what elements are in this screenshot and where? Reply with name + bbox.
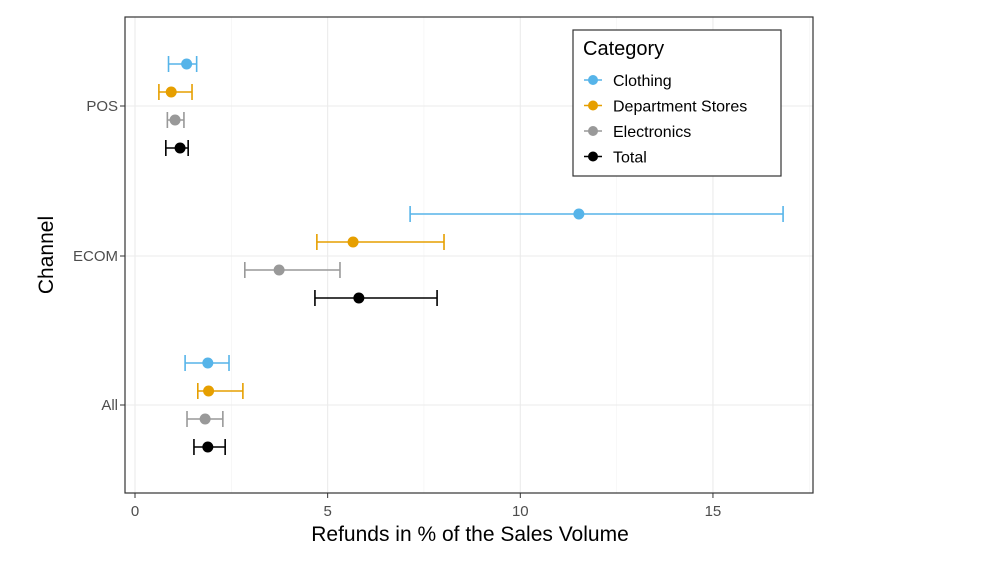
x-tick-label: 5 [323,503,331,520]
x-axis-label: Refunds in % of the Sales Volume [311,523,629,546]
data-point [169,114,181,126]
x-tick-label: 15 [705,503,722,520]
data-point [174,142,186,154]
y-tick-label: All [101,397,118,414]
error-bar-clothing [167,56,198,72]
data-point [199,413,211,425]
data-point [165,86,177,98]
legend-label: Electronics [613,124,691,141]
legend-label: Clothing [613,73,672,90]
legend-key-point [588,151,598,162]
error-bar-clothing [184,355,230,371]
y-axis-label: Channel [35,216,58,294]
error-bar-total [165,140,189,156]
legend-box [572,29,782,177]
data-point [181,58,193,70]
y-tick-label: ECOM [73,248,118,265]
legend-label: Total [613,150,647,167]
y-tick-label: POS [86,98,118,115]
plot-panel-border [124,16,814,494]
legend-title: Category [583,38,664,60]
error-bar-electronics [166,112,185,128]
data-point [202,441,214,453]
error-bar-department-stores [316,234,445,250]
legend-key-point [588,100,598,111]
data-point [353,292,365,304]
error-bar-total [193,439,226,455]
legend-label: Department Stores [613,99,747,116]
legend-key-point [588,75,598,85]
error-bar-clothing [409,206,784,222]
chart-marks [158,56,784,455]
error-bar-department-stores [158,84,193,100]
data-point [202,357,214,369]
x-tick-label: 10 [512,503,529,520]
data-point [573,208,585,220]
error-bar-department-stores [197,383,244,399]
error-bar-electronics [186,411,224,427]
data-point [203,385,215,397]
x-tick-label: 0 [131,503,139,520]
data-point [347,236,359,248]
legend: Category Clothing Department Stores Electr… [572,29,782,177]
data-point [273,264,285,276]
error-bar-total [314,290,438,306]
error-bar-electronics [244,262,341,278]
legend-key-point [588,126,598,136]
axes: 0 5 10 15 POS ECOM All [73,98,721,520]
